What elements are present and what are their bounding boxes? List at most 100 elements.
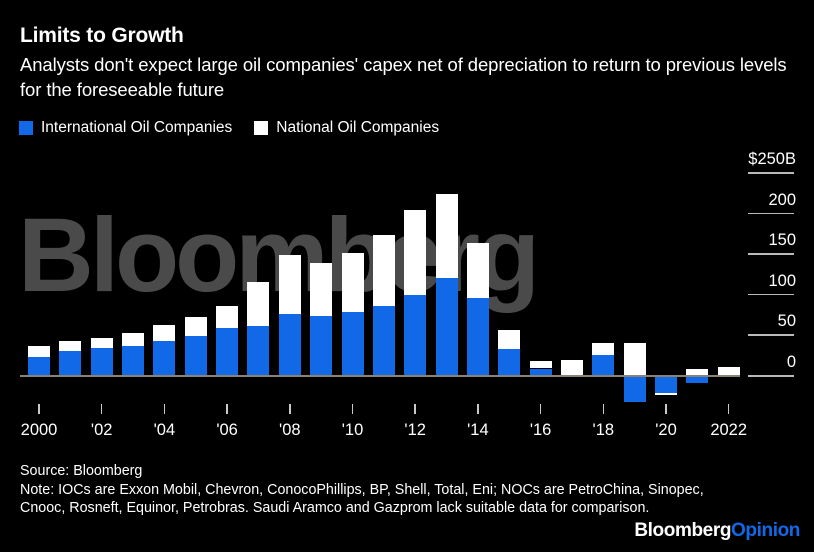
x-tick-2010	[351, 404, 354, 414]
bar-segment-ioc-2000	[28, 357, 50, 375]
bar-segment-ioc-2009	[310, 315, 333, 375]
bar-segment-noc-2019	[623, 342, 646, 375]
bar-segment-ioc-2018	[592, 354, 615, 375]
bar-segment-noc-2006	[216, 305, 239, 328]
y-tick-label-100: 100	[768, 271, 796, 290]
bar-segment-noc-2005	[184, 317, 207, 337]
source-text: Source: Bloomberg	[20, 463, 143, 479]
bar-segment-noc-2021	[686, 368, 709, 375]
y-tick-line-0	[748, 375, 794, 377]
x-tick-label-2020: '20	[655, 421, 677, 439]
x-tick-2008	[289, 404, 291, 414]
x-tick-2020	[665, 404, 667, 414]
x-tick-label-2018: '18	[592, 421, 615, 439]
bloomberg-opinion-logo: BloombergOpinion	[634, 520, 800, 542]
bar-segment-ioc-2001	[59, 350, 82, 375]
bar-segment-noc-2009	[310, 262, 333, 316]
y-tick-label-150: 150	[768, 231, 796, 250]
x-tick-label-2022: 2022	[710, 421, 748, 439]
x-tick-2002	[100, 404, 103, 414]
bar-segment-noc-2003	[122, 332, 145, 346]
x-tick-2004	[163, 404, 166, 414]
x-tick-label-2016: '16	[529, 421, 552, 439]
bar-segment-ioc-2002	[90, 348, 113, 375]
brand-opinion: Opinion	[731, 520, 800, 541]
page-subtitle: Analysts don't expect large oil companie…	[20, 54, 787, 100]
x-tick-label-2006: '06	[216, 421, 238, 439]
bar-segment-ioc-2006	[216, 327, 239, 375]
x-tick-2022	[727, 404, 730, 414]
bar-segment-ioc-2020	[655, 375, 677, 393]
legend-swatch-noc	[254, 121, 269, 135]
x-tick-2016	[539, 404, 542, 414]
x-tick-label-2012: '12	[404, 421, 426, 439]
bar-segment-ioc-2015	[498, 349, 521, 375]
note-text: Note: IOCs are Exxon Mobil, Chevron, Con…	[20, 481, 704, 517]
x-tick-label-2000: 2000	[20, 421, 58, 439]
x-tick-label-2014: '14	[467, 421, 489, 439]
bar-segment-noc-2014	[466, 242, 489, 298]
legend-label-noc: National Oil Companies	[276, 119, 440, 136]
y-tick-line-200	[748, 212, 794, 215]
page-title: Limits to Growth	[20, 24, 184, 47]
bar-segment-ioc-2021	[686, 375, 709, 384]
chart-plot-area: Bloomberg 0 50 100 150 200 $250B 2000'02'04'0…	[18, 150, 796, 439]
x-tick-2006	[226, 404, 228, 414]
y-tick-line-150	[748, 253, 794, 255]
legend-item-noc[interactable]: National Oil Companies	[254, 119, 439, 137]
bar-segment-noc-2011	[372, 234, 395, 306]
y-tick-line-50	[748, 334, 794, 336]
y-axis: 0 50 100 150 200 $250B	[748, 150, 796, 377]
bar-segment-ioc-2004	[153, 340, 176, 375]
x-tick-label-2008: '08	[279, 421, 301, 439]
legend-swatch-ioc	[19, 121, 33, 135]
bar-segment-noc-2018	[592, 342, 615, 355]
x-tick-label-2002: '02	[90, 421, 113, 439]
y-tick-line-100	[748, 293, 794, 296]
bar-segment-noc-2013	[435, 193, 458, 278]
bar-segment-noc-2001	[59, 340, 82, 351]
bar-series-layer	[28, 193, 740, 402]
x-tick-2014	[477, 404, 479, 414]
bar-segment-ioc-2010	[341, 312, 364, 375]
bar-segment-ioc-2003	[122, 345, 145, 375]
bar-segment-noc-2012	[404, 210, 427, 296]
brand-bloomberg: Bloomberg	[634, 520, 732, 541]
bar-segment-ioc-2014	[466, 297, 489, 375]
bar-segment-noc-2022	[717, 366, 740, 375]
bar-segment-ioc-2016	[529, 368, 552, 375]
zero-baseline	[20, 375, 740, 377]
chart-legend: International Oil Companies National Oil…	[19, 119, 439, 137]
x-tick-2000	[38, 404, 40, 414]
bar-segment-noc-2002	[90, 337, 113, 349]
x-tick-label-2010: '10	[341, 421, 364, 439]
legend-item-ioc[interactable]: International Oil Companies	[19, 119, 232, 137]
bar-segment-noc-2016	[529, 361, 552, 369]
bar-segment-ioc-2008	[278, 314, 301, 375]
bar-segment-noc-2007	[247, 281, 270, 327]
y-tick-label-200: 200	[768, 190, 796, 209]
y-tick-label-0: 0	[786, 353, 796, 371]
bar-segment-ioc-2007	[247, 326, 270, 375]
bar-segment-noc-2020	[655, 392, 677, 396]
x-tick-2012	[414, 404, 416, 414]
bar-segment-noc-2000	[28, 345, 50, 358]
x-tick-label-2004: '04	[153, 421, 176, 439]
y-tick-label-250: $250B	[748, 150, 796, 168]
y-tick-line-250	[748, 172, 794, 174]
chart-footer: Source: Bloomberg Note: IOCs are Exxon M…	[20, 462, 710, 518]
bar-segment-noc-2004	[153, 324, 176, 341]
bar-segment-ioc-2011	[372, 305, 395, 375]
x-tick-2018	[602, 404, 605, 414]
bar-segment-noc-2015	[498, 330, 521, 349]
bar-segment-ioc-2012	[404, 295, 427, 375]
legend-label-ioc: International Oil Companies	[41, 119, 233, 136]
bar-segment-noc-2017	[560, 360, 583, 375]
bar-segment-ioc-2005	[184, 336, 207, 375]
bar-segment-ioc-2013	[435, 277, 458, 375]
y-tick-label-50: 50	[777, 312, 796, 331]
bar-segment-noc-2008	[278, 254, 301, 315]
bar-segment-noc-2010	[341, 253, 364, 313]
bar-segment-ioc-2019	[623, 375, 646, 402]
